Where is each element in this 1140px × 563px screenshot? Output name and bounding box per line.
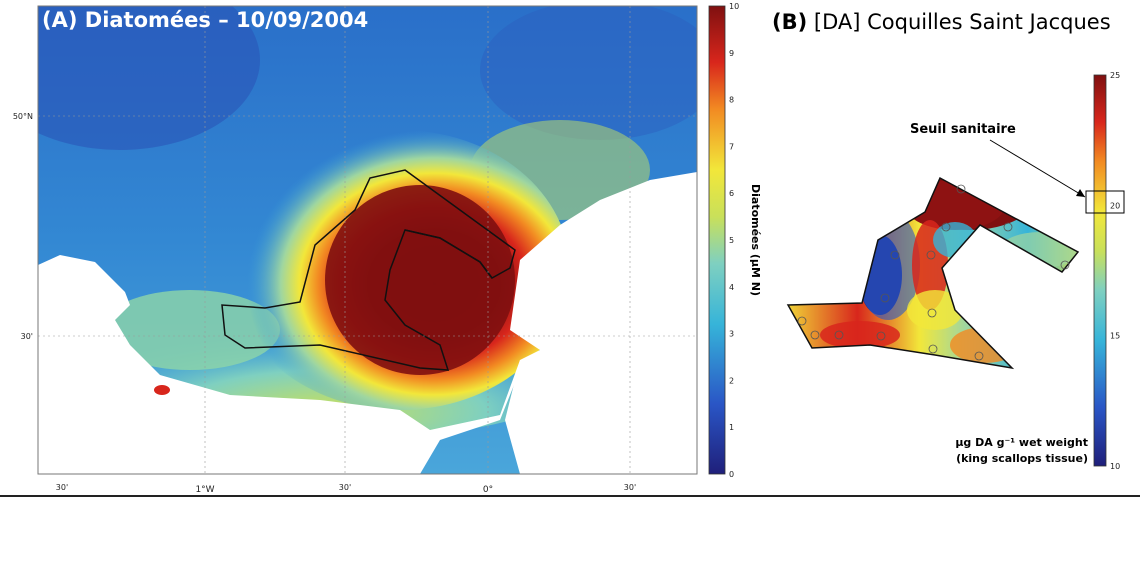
station-marker <box>928 344 938 354</box>
lon-label-0: 0° <box>483 485 493 495</box>
lon-label-5: 30' <box>624 483 636 492</box>
colorbar-a-tick-10: 10 <box>729 2 739 11</box>
station-marker <box>834 330 844 340</box>
colorbar-a-tick-2: 2 <box>729 376 734 385</box>
station-marker <box>1060 260 1070 270</box>
colorbar-b-tick-25: 25 <box>1110 71 1120 80</box>
colorbar-b-tick-10: 10 <box>1110 462 1120 471</box>
lon-label-3: 30' <box>339 483 351 492</box>
land-south <box>38 255 610 474</box>
station-marker <box>941 222 951 232</box>
unit-label-line2: (king scallops tissue) <box>956 452 1088 465</box>
colorbar-a-tick-4: 4 <box>729 283 734 292</box>
colorbar-a-tick-0: 0 <box>729 470 734 479</box>
scallop-da-map <box>786 176 1080 370</box>
panel-a: (A) Diatomées – 10/09/2004 50°N 30' 30' … <box>13 2 762 495</box>
station-marker <box>880 293 890 303</box>
station-marker <box>926 250 936 260</box>
station-marker <box>797 316 807 326</box>
colorbar-b-ticks: 10 15 20 25 <box>1110 71 1120 471</box>
colorbar-a-tick-5: 5 <box>729 236 734 245</box>
threshold-annotation: Seuil sanitaire <box>910 122 1016 137</box>
map-frame <box>37 5 698 475</box>
colorbar-a-tick-1: 1 <box>729 423 734 432</box>
panel-a-title: (A) Diatomées – 10/09/2004 <box>42 8 368 32</box>
colorbar-a-tick-9: 9 <box>729 49 734 58</box>
colorbar-b <box>1093 74 1107 467</box>
scallop-area-outline <box>786 176 1080 370</box>
unit-label-line1: μg DA g⁻¹ wet weight <box>955 436 1088 449</box>
station-marker <box>927 308 937 318</box>
station-marker <box>890 250 900 260</box>
panel-b: (B) [DA] Coquilles Saint Jacques <box>772 10 1125 471</box>
lat-label-30: 30' <box>21 332 33 341</box>
colorbar-a-tick-6: 6 <box>729 189 734 198</box>
station-marker <box>810 330 820 340</box>
panel-b-title: (B) [DA] Coquilles Saint Jacques <box>772 10 1111 34</box>
threshold-arrow <box>989 139 1086 198</box>
colorbar-a-tick-7: 7 <box>729 142 734 151</box>
diatom-map <box>38 6 697 474</box>
sampling-stations <box>797 184 1070 361</box>
station-marker <box>876 331 886 341</box>
colorbar-a <box>708 5 726 475</box>
colorbar-a-ticks: 0 1 2 3 4 5 6 7 8 9 10 <box>729 2 739 479</box>
lon-label-1: 30' <box>56 483 68 492</box>
lat-label-50n: 50°N <box>13 112 33 121</box>
land-east <box>505 172 697 474</box>
colorbar-a-tick-3: 3 <box>729 330 734 339</box>
lon-label-1w: 1°W <box>195 485 214 495</box>
colorbar-b-tick-15: 15 <box>1110 332 1120 341</box>
colorbar-b-tick-20: 20 <box>1110 201 1120 210</box>
colorbar-a-label: Diatomées (μM N) <box>749 184 762 296</box>
station-marker <box>956 184 966 194</box>
station-marker <box>974 351 984 361</box>
threshold-box <box>1085 190 1125 214</box>
colorbar-a-tick-8: 8 <box>729 96 734 105</box>
station-marker <box>1003 222 1013 232</box>
